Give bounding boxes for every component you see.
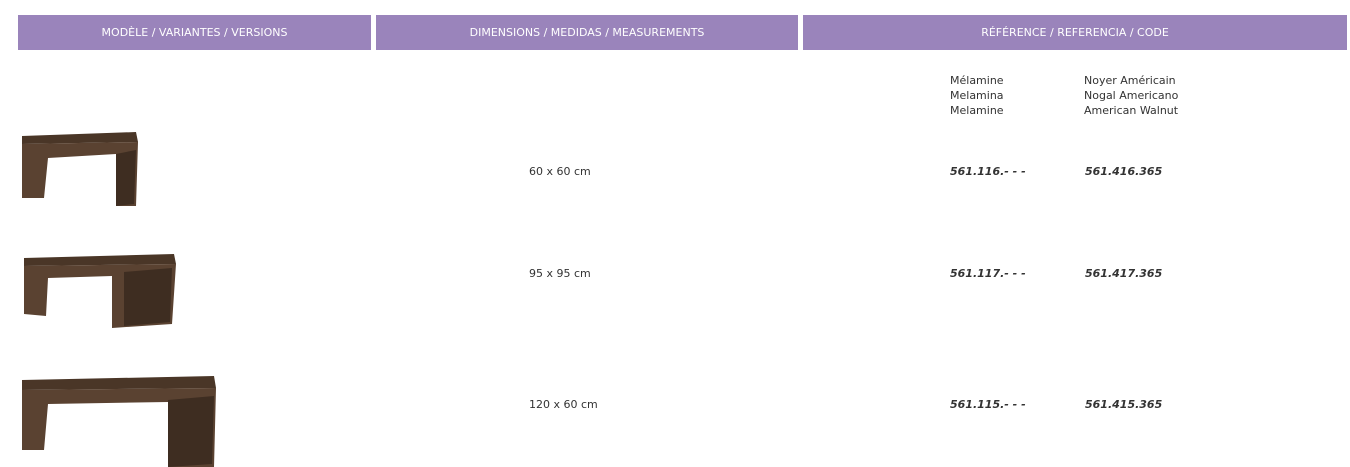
column-header: DIMENSIONS / MEDIDAS / MEASUREMENTS	[376, 15, 798, 50]
product-image	[22, 132, 138, 206]
finish-line: American Walnut	[1084, 104, 1179, 117]
code: 561.415.365	[1085, 398, 1163, 411]
code: 561.417.365	[1085, 267, 1163, 280]
product-image	[24, 254, 176, 328]
finish-line: Nogal Americano	[1084, 89, 1179, 102]
finish-label: Noyer Américain Nogal Americano American…	[1084, 73, 1178, 118]
finish-label: Mélamine Melamina Melamine	[950, 73, 1004, 118]
code: 561.115.- - -	[950, 398, 1026, 411]
dimensions: 120 x 60 cm	[529, 398, 598, 411]
dimensions: 95 x 95 cm	[529, 267, 591, 280]
code: 561.416.365	[1085, 165, 1163, 178]
product-image	[22, 376, 216, 467]
finish-line: Noyer Américain	[1084, 74, 1176, 87]
dimensions: 60 x 60 cm	[529, 165, 591, 178]
column-header: MODÈLE / VARIANTES / VERSIONS	[18, 15, 371, 50]
code: 561.116.- - -	[950, 165, 1026, 178]
finish-line: Mélamine	[950, 74, 1004, 87]
code: 561.117.- - -	[950, 267, 1026, 280]
column-header: RÉFÉRENCE / REFERENCIA / CODE	[803, 15, 1347, 50]
finish-line: Melamine	[950, 104, 1004, 117]
finish-line: Melamina	[950, 89, 1004, 102]
